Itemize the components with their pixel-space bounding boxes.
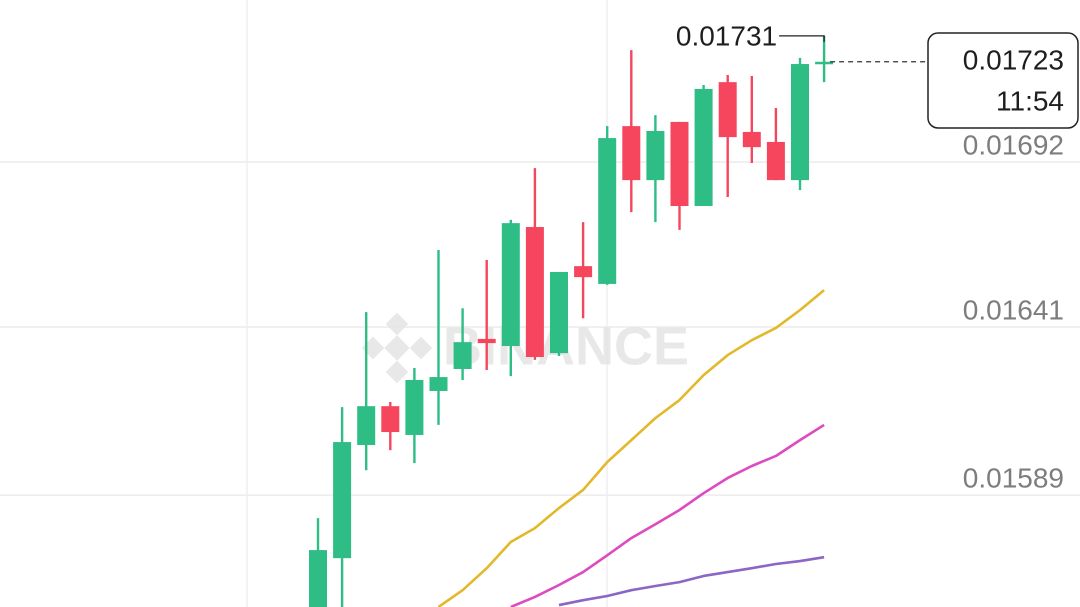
candle-body xyxy=(791,64,809,181)
current-price-label: 0.01723 xyxy=(963,44,1064,75)
moving-average-line xyxy=(510,423,825,607)
candle-body xyxy=(333,442,352,559)
candle-body xyxy=(309,550,327,607)
moving-averages xyxy=(437,289,825,607)
candle-body xyxy=(815,61,834,65)
candle-body xyxy=(670,121,689,206)
y-tick-label: 0.01589 xyxy=(963,462,1064,493)
moving-average-line xyxy=(437,289,825,607)
current-price-box xyxy=(927,32,1079,129)
vertical-grid xyxy=(246,0,608,607)
price-markers: 0.01723 11:54 0.01731 xyxy=(676,20,1079,129)
candles xyxy=(309,35,834,607)
candle-body xyxy=(598,138,617,284)
candle-body xyxy=(574,266,593,278)
countdown-label: 11:54 xyxy=(996,85,1064,116)
high-label: 0.01731 xyxy=(676,20,777,51)
moving-average-line xyxy=(558,555,825,607)
candle-body xyxy=(550,271,568,354)
candle-body xyxy=(357,406,376,445)
candle-body xyxy=(742,131,761,148)
candle-body xyxy=(622,126,641,181)
candle-body xyxy=(766,141,785,181)
candle-body xyxy=(453,342,472,369)
watermark-logo xyxy=(361,312,433,384)
watermark: BINANCE xyxy=(361,312,689,384)
price-grid: 0.01589 0.01641 0.01692 xyxy=(0,129,1080,496)
candle-body xyxy=(501,223,520,347)
candle-body xyxy=(718,82,737,138)
candle-body xyxy=(646,130,665,181)
candle-body xyxy=(694,88,713,206)
candle-body xyxy=(429,377,448,391)
candle-body xyxy=(525,227,544,358)
candle-body xyxy=(405,379,424,435)
y-tick-label: 0.01692 xyxy=(963,129,1064,160)
candle-body xyxy=(477,338,496,344)
y-tick-label: 0.01641 xyxy=(963,294,1064,325)
candle-body xyxy=(381,406,400,433)
high-marker-line xyxy=(779,35,825,42)
